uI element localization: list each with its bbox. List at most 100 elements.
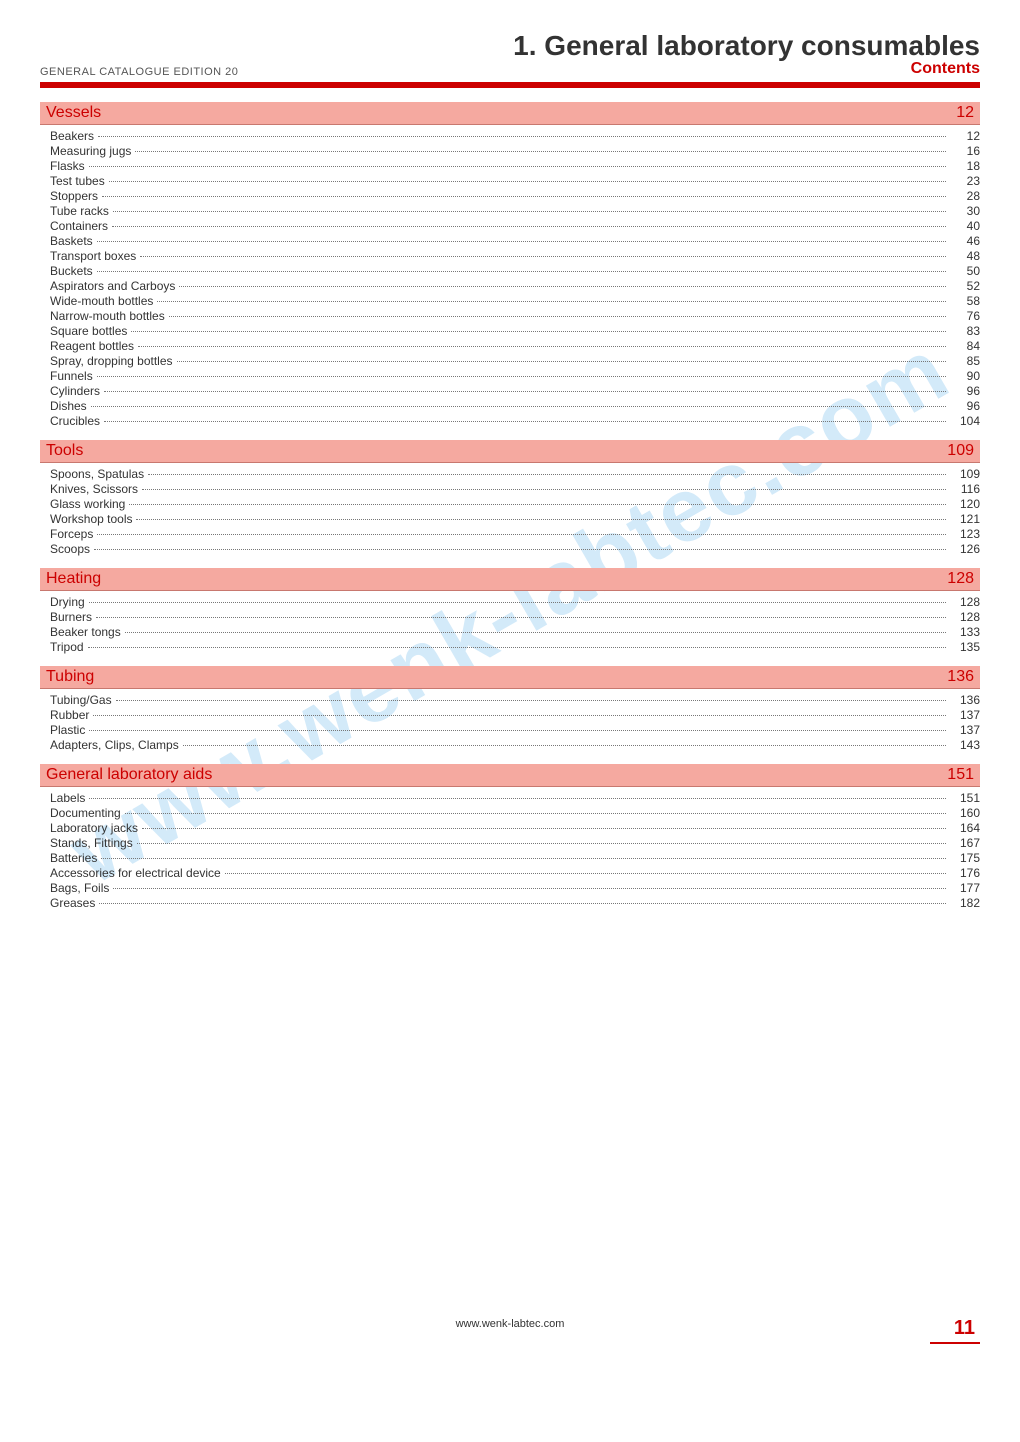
toc-leader-dots (177, 361, 946, 362)
section-page: 136 (947, 668, 974, 686)
toc-leader-dots (183, 745, 946, 746)
section-page: 12 (956, 104, 974, 122)
toc-item-page: 116 (950, 482, 980, 496)
toc-leader-dots (97, 271, 946, 272)
toc-item-label: Aspirators and Carboys (50, 279, 175, 293)
toc-row: Dishes96 (40, 399, 980, 413)
toc-item-page: 96 (950, 384, 980, 398)
section-title: Vessels (46, 104, 101, 122)
toc-item-page: 133 (950, 625, 980, 639)
toc-row: Square bottles83 (40, 324, 980, 338)
toc-item-page: 151 (950, 791, 980, 805)
toc-item-page: 177 (950, 881, 980, 895)
toc-item-label: Adapters, Clips, Clamps (50, 738, 179, 752)
toc-item-label: Burners (50, 610, 92, 624)
toc-item-label: Glass working (50, 497, 125, 511)
toc-item-page: 120 (950, 497, 980, 511)
toc-row: Plastic137 (40, 723, 980, 737)
toc-item-page: 164 (950, 821, 980, 835)
toc-item-page: 128 (950, 610, 980, 624)
toc-item-page: 52 (950, 279, 980, 293)
chapter-title: 1. General laboratory consumables (513, 30, 980, 62)
catalogue-edition: GENERAL CATALOGUE EDITION 20 (40, 66, 238, 78)
toc-row: Baskets46 (40, 234, 980, 248)
toc-item-page: 104 (950, 414, 980, 428)
toc-item-label: Test tubes (50, 174, 105, 188)
toc-item-page: 30 (950, 204, 980, 218)
toc-leader-dots (94, 549, 946, 550)
toc-item-label: Containers (50, 219, 108, 233)
toc-item-label: Narrow-mouth bottles (50, 309, 165, 323)
toc-row: Crucibles 104 (40, 414, 980, 428)
toc-leader-dots (89, 166, 946, 167)
toc-leader-dots (109, 181, 946, 182)
toc-leader-dots (179, 286, 946, 287)
toc-item-page: 160 (950, 806, 980, 820)
toc-item-label: Greases (50, 896, 95, 910)
toc-leader-dots (142, 828, 946, 829)
toc-item-label: Knives, Scissors (50, 482, 138, 496)
toc-item-page: 50 (950, 264, 980, 278)
toc-leader-dots (137, 843, 946, 844)
toc-row: Beaker tongs 133 (40, 625, 980, 639)
toc-leader-dots (99, 903, 946, 904)
toc-item-label: Beaker tongs (50, 625, 121, 639)
toc-item-page: 128 (950, 595, 980, 609)
toc-item-label: Spray, dropping bottles (50, 354, 173, 368)
toc-item-label: Reagent bottles (50, 339, 134, 353)
toc-row: Beakers 12 (40, 129, 980, 143)
toc-row: Scoops126 (40, 542, 980, 556)
toc-leader-dots (112, 226, 946, 227)
toc-item-page: 126 (950, 542, 980, 556)
toc-item-page: 123 (950, 527, 980, 541)
toc-row: Containers40 (40, 219, 980, 233)
toc-leader-dots (135, 151, 946, 152)
toc-item-page: 18 (950, 159, 980, 173)
toc-item-page: 137 (950, 723, 980, 737)
toc-item-label: Rubber (50, 708, 89, 722)
toc-item-label: Documenting (50, 806, 121, 820)
section-header: General laboratory aids151 (40, 764, 980, 787)
toc-item-page: 12 (950, 129, 980, 143)
section-page: 151 (947, 766, 974, 784)
toc-item-label: Flasks (50, 159, 85, 173)
toc-row: Adapters, Clips, Clamps143 (40, 738, 980, 752)
toc-leader-dots (113, 888, 946, 889)
toc-row: Stands, Fittings167 (40, 836, 980, 850)
toc-item-label: Beakers (50, 129, 94, 143)
toc-item-label: Crucibles (50, 414, 100, 428)
page-number-underline (930, 1342, 980, 1344)
toc-item-label: Spoons, Spatulas (50, 467, 144, 481)
chapter-subtitle: Contents (513, 60, 980, 78)
section-header: Vessels 12 (40, 102, 980, 125)
toc-row: Stoppers28 (40, 189, 980, 203)
toc-item-label: Tube racks (50, 204, 109, 218)
toc-item-page: 121 (950, 512, 980, 526)
toc-item-page: 85 (950, 354, 980, 368)
toc-row: Spoons, Spatulas109 (40, 467, 980, 481)
section-header: Tubing136 (40, 666, 980, 689)
toc-leader-dots (142, 489, 946, 490)
toc-item-page: 167 (950, 836, 980, 850)
toc-row: Spray, dropping bottles 85 (40, 354, 980, 368)
toc-row: Tubing/Gas136 (40, 693, 980, 707)
toc-item-label: Cylinders (50, 384, 100, 398)
toc-leader-dots (125, 813, 946, 814)
toc-leader-dots (131, 331, 946, 332)
toc-item-label: Laboratory jacks (50, 821, 138, 835)
toc-leader-dots (88, 647, 946, 648)
toc-row: Flasks 18 (40, 159, 980, 173)
toc-item-page: 83 (950, 324, 980, 338)
toc-item-label: Funnels (50, 369, 93, 383)
toc-row: Cylinders 96 (40, 384, 980, 398)
toc-item-label: Stoppers (50, 189, 98, 203)
toc-item-page: 135 (950, 640, 980, 654)
toc-leader-dots (140, 256, 946, 257)
toc-leader-dots (91, 406, 946, 407)
toc-row: Reagent bottles84 (40, 339, 980, 353)
toc-leader-dots (225, 873, 946, 874)
toc-row: Forceps123 (40, 527, 980, 541)
toc-item-label: Workshop tools (50, 512, 132, 526)
toc-item-label: Labels (50, 791, 85, 805)
toc-row: Measuring jugs16 (40, 144, 980, 158)
